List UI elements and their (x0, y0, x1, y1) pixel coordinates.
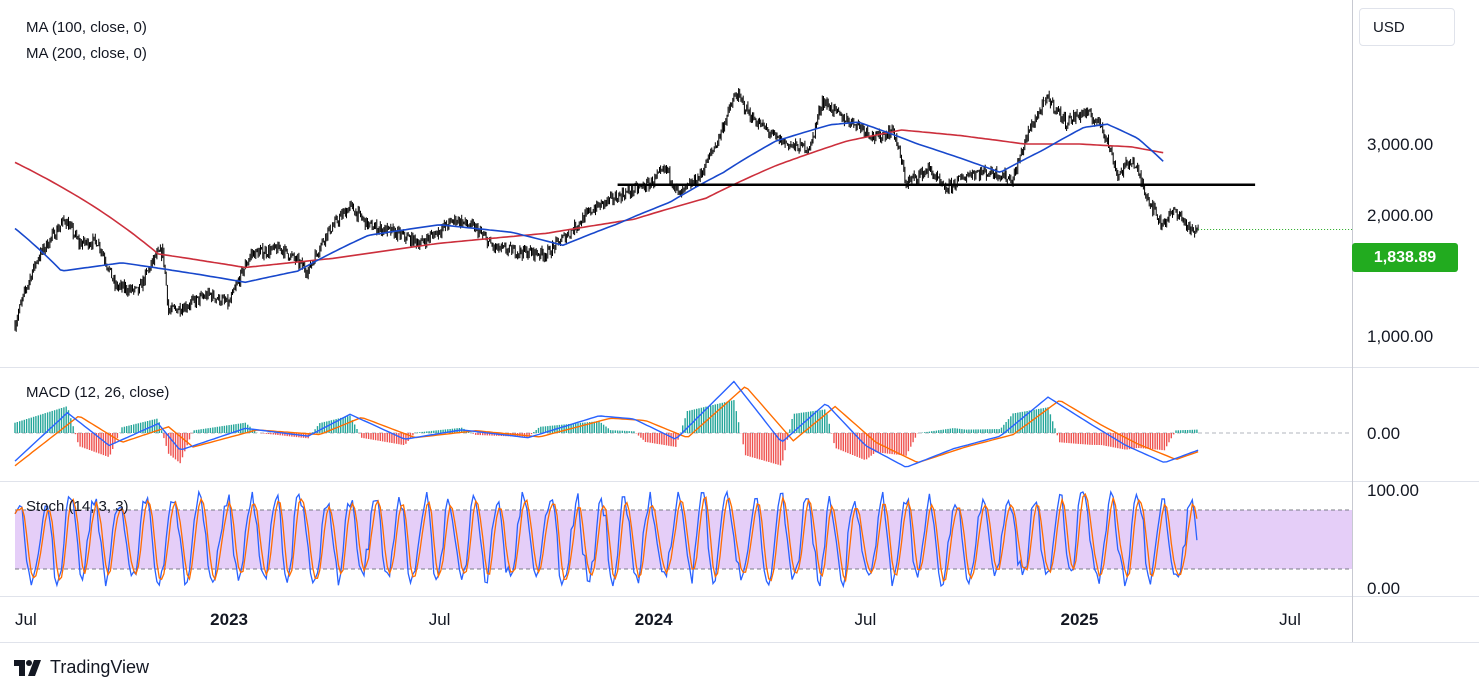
stoch-legend[interactable]: Stoch (14, 3, 3) (26, 498, 129, 515)
macd-tick-label: 0.00 (1367, 424, 1400, 443)
time-tick-label: 2024 (635, 610, 673, 629)
ma100-legend[interactable]: MA (100, close, 0) (26, 19, 147, 36)
brand[interactable]: TradingView (14, 657, 149, 678)
tradingview-logo-icon (14, 659, 41, 676)
stoch-d-line (14, 492, 1198, 583)
time-tick-label: Jul (1279, 610, 1301, 629)
price-tick-label: 1,000.00 (1367, 327, 1433, 346)
ma200-legend[interactable]: MA (200, close, 0) (26, 45, 147, 62)
time-tick-label: Jul (429, 610, 451, 629)
ma100-line (14, 121, 1164, 284)
macd-signal-line (14, 386, 1199, 467)
price-tick-label: 2,000.00 (1367, 206, 1433, 225)
currency-button[interactable]: USD (1359, 8, 1455, 46)
brand-name: TradingView (50, 657, 150, 677)
time-tick-label: 2023 (210, 610, 248, 629)
time-tick-label: 2025 (1060, 610, 1098, 629)
stoch-tick-label: 100.00 (1367, 481, 1419, 500)
macd-pane[interactable] (14, 380, 1352, 468)
last-price-badge: 1,838.89 (1352, 243, 1458, 272)
macd-legend[interactable]: MACD (12, 26, close) (26, 384, 169, 401)
axes: 3,000.00 2,000.00 1,000.00 0.00 100.00 0.00 Ju… (15, 135, 1433, 629)
price-pane[interactable] (14, 88, 1352, 332)
macd-line (14, 380, 1199, 468)
time-tick-label: Jul (855, 610, 877, 629)
stoch-tick-label: 0.00 (1367, 579, 1400, 598)
time-tick-label: Jul (15, 610, 37, 629)
price-tick-label: 3,000.00 (1367, 135, 1433, 154)
stoch-pane[interactable] (14, 489, 1198, 589)
ma200-line (14, 129, 1164, 269)
